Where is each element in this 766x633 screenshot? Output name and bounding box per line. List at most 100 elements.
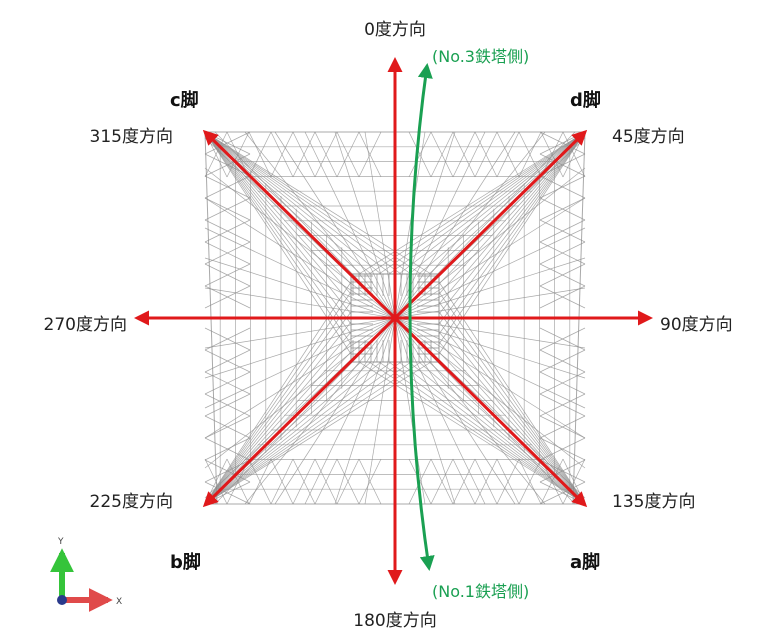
lattice-member xyxy=(204,263,251,287)
lattice-member xyxy=(438,331,586,505)
lattice-member xyxy=(204,393,251,417)
lattice-member xyxy=(204,481,251,505)
lattice-member xyxy=(540,458,564,505)
lattice-member xyxy=(204,361,372,505)
lattice-member xyxy=(394,317,586,409)
lattice-member xyxy=(204,131,352,315)
lattice-member xyxy=(204,458,228,505)
label-225deg: 225度方向 xyxy=(90,492,173,512)
lattice-member xyxy=(539,285,586,309)
lattice-member xyxy=(539,175,586,199)
lattice-member xyxy=(394,317,586,349)
lattice-member xyxy=(270,458,294,505)
lattice-member xyxy=(204,131,352,345)
lattice-member xyxy=(270,131,294,178)
lattice-member xyxy=(204,131,432,275)
label-180deg: 180度方向 xyxy=(353,611,436,631)
lattice-member xyxy=(438,291,586,505)
lattice-member xyxy=(394,287,586,319)
lattice-member xyxy=(204,131,392,275)
lattice-member xyxy=(539,153,586,177)
lattice-member xyxy=(204,317,396,469)
lattice-member xyxy=(204,317,396,409)
lattice-member xyxy=(394,317,516,505)
lattice-member xyxy=(438,341,586,505)
lattice-member xyxy=(452,458,476,505)
label-no3-tower-side: (No.3鉄塔側) xyxy=(432,47,529,66)
lattice-member xyxy=(336,131,360,178)
lattice-member xyxy=(394,131,516,319)
lattice-member xyxy=(226,131,250,178)
lattice-member xyxy=(226,458,250,505)
lattice-member xyxy=(418,131,586,275)
lattice-member xyxy=(274,131,396,319)
label-270deg: 270度方向 xyxy=(44,315,127,335)
lattice-member xyxy=(438,131,586,315)
lattice-member xyxy=(204,361,422,505)
label-90deg: 90度方向 xyxy=(660,315,733,335)
lattice-member xyxy=(244,131,396,319)
lattice-member xyxy=(378,131,586,275)
lattice-member xyxy=(539,263,586,287)
lattice-member xyxy=(204,317,396,349)
lattice-member xyxy=(364,317,396,505)
lattice-member xyxy=(438,321,586,505)
lattice-member xyxy=(358,458,382,505)
label-no1-tower-side: (No.1鉄塔側) xyxy=(432,582,529,601)
lattice-member xyxy=(204,361,402,505)
lattice-member xyxy=(204,341,352,505)
lattice-member xyxy=(452,131,476,178)
lattice-member xyxy=(334,317,396,505)
arrow-135deg xyxy=(393,316,588,508)
lattice-member xyxy=(204,361,392,505)
lattice-member xyxy=(394,317,486,505)
lattice-member xyxy=(364,131,396,319)
label-45deg: 45度方向 xyxy=(612,127,685,147)
lattice-member xyxy=(204,291,352,505)
lattice-member xyxy=(438,131,586,345)
lattice-member xyxy=(539,481,586,505)
lattice-member xyxy=(204,437,251,461)
lattice-member xyxy=(539,131,586,155)
lattice-member xyxy=(539,393,586,417)
lattice-member xyxy=(539,327,586,351)
lattice-member xyxy=(204,227,396,319)
lattice-member xyxy=(539,459,586,483)
leg-label-a: a脚 xyxy=(570,552,600,573)
lattice-member xyxy=(496,131,520,178)
label-135deg: 135度方向 xyxy=(612,492,695,512)
lattice-member xyxy=(204,349,251,373)
lattice-member xyxy=(204,361,412,505)
lattice-member xyxy=(358,361,586,505)
axis-label-x: X xyxy=(116,597,122,607)
lattice-member xyxy=(204,197,396,319)
lattice-member xyxy=(204,131,352,295)
lattice-member xyxy=(204,257,396,319)
lattice-member xyxy=(518,131,542,178)
lattice-member xyxy=(358,131,382,178)
lattice-member xyxy=(204,321,352,505)
lattice-member xyxy=(438,131,586,295)
lattice-member xyxy=(474,458,498,505)
lattice-member xyxy=(539,219,586,243)
lattice-member xyxy=(204,131,412,275)
lattice-member xyxy=(408,131,586,275)
lattice-member xyxy=(539,415,586,439)
lattice-member xyxy=(408,361,586,505)
leg-label-c: c脚 xyxy=(170,90,199,111)
arrow-45deg xyxy=(393,129,588,320)
lattice-member xyxy=(430,458,454,505)
lattice-member xyxy=(430,131,454,178)
lattice-member xyxy=(204,327,251,351)
lattice-member xyxy=(378,361,586,505)
lattice-member xyxy=(204,351,352,505)
lattice-member xyxy=(368,131,586,275)
lattice-member xyxy=(358,131,586,275)
lattice-member xyxy=(539,437,586,461)
lattice-member xyxy=(394,227,586,319)
lattice-member xyxy=(540,131,564,178)
lattice-member xyxy=(394,131,486,319)
lattice-member xyxy=(204,131,372,275)
xy-axis-triad-icon: Y X xyxy=(50,537,122,612)
